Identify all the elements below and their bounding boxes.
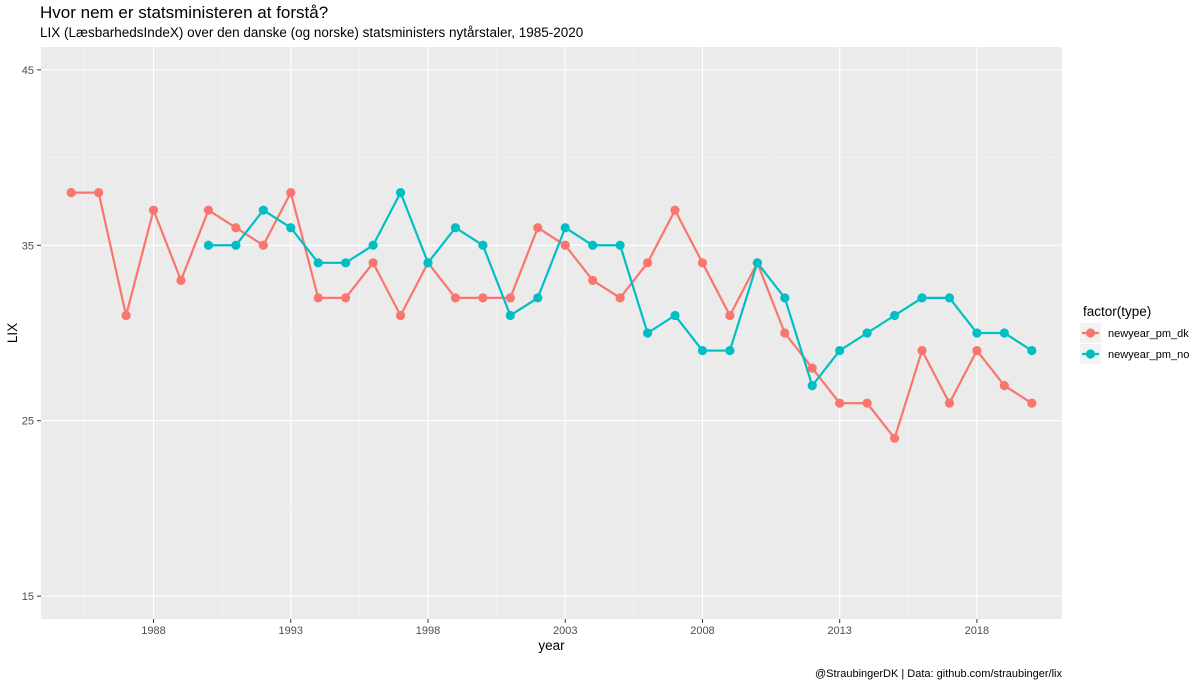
- x-tick-label: 2018: [965, 625, 989, 637]
- legend-key-point: [1085, 328, 1096, 338]
- data-point-newyear_pm_dk: [450, 293, 461, 303]
- data-point-newyear_pm_dk: [999, 381, 1009, 391]
- data-point-newyear_pm_no: [395, 188, 406, 198]
- data-point-newyear_pm_no: [231, 240, 241, 250]
- data-point-newyear_pm_dk: [478, 293, 488, 303]
- data-point-newyear_pm_dk: [917, 345, 927, 356]
- data-point-newyear_pm_no: [835, 345, 845, 356]
- data-point-newyear_pm_dk: [203, 205, 214, 215]
- data-point-newyear_pm_dk: [862, 398, 872, 408]
- data-point-newyear_pm_no: [917, 293, 927, 303]
- data-point-newyear_pm_dk: [697, 258, 708, 268]
- data-point-newyear_pm_dk: [835, 398, 845, 408]
- data-point-newyear_pm_no: [642, 328, 653, 338]
- chart-title: Hvor nem er statsministeren at forstå?: [40, 3, 329, 22]
- data-point-newyear_pm_no: [341, 258, 351, 268]
- series-layer: [66, 188, 1037, 443]
- data-point-newyear_pm_no: [1027, 345, 1037, 356]
- data-point-newyear_pm_no: [368, 240, 378, 250]
- x-axis: 1988 1993 1998 2003 2008 2013 2018: [141, 619, 989, 637]
- legend: factor(type) newyear_pm_dk newyear_pm_no: [1080, 304, 1189, 364]
- data-point-newyear_pm_dk: [972, 345, 982, 356]
- data-point-newyear_pm_no: [588, 240, 598, 250]
- x-tick-label: 2013: [827, 625, 851, 637]
- legend-title: factor(type): [1083, 304, 1151, 319]
- data-point-newyear_pm_dk: [780, 328, 790, 338]
- chart-caption: @StraubingerDK | Data: github.com/straub…: [815, 668, 1062, 680]
- y-tick-label: 45: [22, 65, 34, 77]
- series-line-newyear_pm_dk: [71, 191, 1033, 440]
- data-point-newyear_pm_dk: [313, 293, 323, 303]
- x-tick-label: 1998: [416, 625, 440, 637]
- data-point-newyear_pm_dk: [1027, 398, 1037, 408]
- data-point-newyear_pm_no: [450, 223, 461, 233]
- minor-gridlines: [41, 47, 1062, 619]
- x-tick-label: 2008: [690, 625, 714, 637]
- x-axis-title: year: [538, 638, 565, 653]
- data-point-newyear_pm_no: [670, 310, 680, 321]
- data-point-newyear_pm_dk: [588, 275, 598, 285]
- data-point-newyear_pm_dk: [505, 293, 515, 303]
- data-point-newyear_pm_dk: [670, 205, 680, 215]
- data-point-newyear_pm_dk: [944, 398, 955, 408]
- legend-label: newyear_pm_dk: [1108, 328, 1189, 340]
- y-tick-label: 35: [22, 240, 34, 252]
- data-point-newyear_pm_no: [999, 328, 1009, 338]
- data-point-newyear_pm_dk: [368, 258, 378, 268]
- data-point-newyear_pm_no: [807, 381, 817, 391]
- data-point-newyear_pm_no: [862, 328, 872, 338]
- data-point-newyear_pm_dk: [533, 223, 543, 233]
- data-point-newyear_pm_no: [615, 240, 625, 250]
- x-tick-label: 1993: [279, 625, 303, 637]
- y-tick-label: 25: [22, 416, 34, 428]
- data-point-newyear_pm_dk: [341, 293, 351, 303]
- data-point-newyear_pm_no: [203, 240, 214, 250]
- data-point-newyear_pm_dk: [258, 240, 268, 250]
- data-point-newyear_pm_no: [258, 205, 268, 215]
- data-point-newyear_pm_dk: [94, 188, 104, 198]
- data-point-newyear_pm_dk: [807, 363, 817, 373]
- data-point-newyear_pm_no: [697, 345, 708, 356]
- legend-key-point: [1085, 349, 1096, 359]
- data-point-newyear_pm_no: [752, 258, 762, 268]
- data-point-newyear_pm_no: [313, 258, 323, 268]
- data-point-newyear_pm_dk: [66, 188, 76, 198]
- y-axis-title: LIX: [5, 323, 20, 343]
- data-point-newyear_pm_dk: [286, 188, 296, 198]
- data-point-newyear_pm_dk: [642, 258, 653, 268]
- data-point-newyear_pm_dk: [231, 223, 241, 233]
- data-point-newyear_pm_no: [560, 223, 570, 233]
- data-point-newyear_pm_no: [478, 240, 488, 250]
- data-point-newyear_pm_dk: [615, 293, 625, 303]
- data-point-newyear_pm_no: [889, 310, 900, 321]
- data-point-newyear_pm_no: [505, 310, 515, 321]
- data-point-newyear_pm_dk: [889, 433, 900, 443]
- data-point-newyear_pm_no: [725, 345, 735, 356]
- data-point-newyear_pm_dk: [176, 275, 186, 285]
- y-tick-label: 15: [22, 591, 34, 603]
- x-tick-label: 2003: [553, 625, 577, 637]
- data-point-newyear_pm_no: [944, 293, 955, 303]
- data-point-newyear_pm_no: [533, 293, 543, 303]
- data-point-newyear_pm_dk: [560, 240, 570, 250]
- data-point-newyear_pm_no: [780, 293, 790, 303]
- data-point-newyear_pm_dk: [148, 205, 159, 215]
- legend-label: newyear_pm_no: [1108, 349, 1189, 361]
- data-point-newyear_pm_dk: [725, 310, 735, 321]
- data-point-newyear_pm_no: [972, 328, 982, 338]
- chart-subtitle: LIX (LæsbarhedsIndeX) over den danske (o…: [40, 25, 584, 40]
- data-point-newyear_pm_no: [423, 258, 433, 268]
- data-point-newyear_pm_dk: [395, 310, 406, 321]
- x-tick-label: 1988: [141, 625, 165, 637]
- y-axis: 15 25 35 45: [22, 65, 41, 603]
- data-point-newyear_pm_dk: [121, 310, 131, 321]
- data-point-newyear_pm_no: [286, 223, 296, 233]
